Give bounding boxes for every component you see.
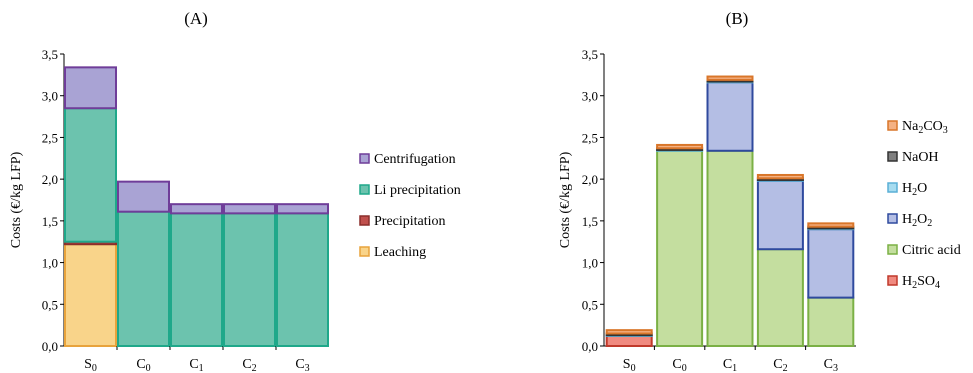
- bar-segment-centrifugation-c1: [170, 203, 223, 215]
- bar-segment-li-precipitation-c0: [117, 210, 170, 347]
- bar-segment-h2o2-c1: [706, 81, 754, 152]
- legend-label: Leaching: [374, 245, 426, 260]
- x-tick-label: C2: [242, 357, 256, 373]
- legend-swatch: [359, 184, 370, 195]
- bar-segment-h2o2-c2: [756, 179, 804, 251]
- bar-segment-na2co3-c2: [756, 173, 804, 180]
- bar-segment-na2co3-c3: [807, 222, 855, 228]
- chart-a: (A) 0,0 0,5 1,0 1,5 2,0 2,5 3,0 3,5 Costs (€/kg L…: [9, 9, 461, 373]
- bar-segment-li-precipitation-c1: [170, 212, 223, 347]
- x-tick-label: C0: [672, 357, 686, 373]
- legend-swatch: [359, 215, 370, 226]
- y-tick-label: 2,5: [42, 130, 58, 145]
- bar-segment-na2co3-s0: [605, 329, 653, 335]
- legend-swatch: [359, 153, 370, 164]
- y-tick-label: 2,5: [582, 130, 598, 145]
- legend-swatch: [887, 244, 898, 255]
- y-tick-label: 1,5: [582, 214, 598, 229]
- legend-label: Citric acid: [902, 243, 961, 258]
- legend-swatch: [887, 151, 898, 162]
- y-axis-label: Costs (€/kg LFP): [9, 151, 24, 248]
- bar-segment-citric-acid-c2: [756, 248, 804, 347]
- y-tick-label: 3,0: [42, 89, 58, 104]
- legend-swatch: [887, 182, 898, 193]
- bar-segment-h2o2-c3: [807, 228, 855, 299]
- bar-segment-na2co3-c0: [656, 143, 704, 150]
- legend-label: NaOH: [902, 150, 939, 165]
- legend-label: H2O: [902, 181, 927, 198]
- bar-segment-citric-acid-c1: [706, 149, 754, 347]
- bar-segment-li-precipitation-c3: [276, 212, 329, 347]
- chart-title: (A): [184, 9, 208, 28]
- y-tick-label: 0,5: [42, 297, 58, 312]
- legend-label: Precipitation: [374, 214, 446, 229]
- x-tick-label: C2: [773, 357, 787, 373]
- y-tick-label: 2,0: [582, 172, 598, 187]
- bar-segment-centrifugation-s0: [64, 66, 117, 110]
- bar-segment-leaching-s0: [64, 243, 117, 348]
- y-axis-label: Costs (€/kg LFP): [558, 151, 573, 248]
- bar-segment-citric-acid-c0: [656, 149, 704, 347]
- legend-label: H2SO4: [902, 274, 940, 291]
- bar-segment-centrifugation-c0: [117, 180, 170, 213]
- y-tick-label: 1,5: [42, 214, 58, 229]
- x-tick-label: C0: [136, 357, 150, 373]
- legend-label: Li precipitation: [374, 183, 461, 198]
- legend-swatch: [887, 213, 898, 224]
- legend-label: Centrifugation: [374, 152, 456, 167]
- x-tick-label: S0: [623, 357, 636, 373]
- x-tick-label: C3: [824, 357, 838, 373]
- y-tick-label: 0,0: [42, 339, 58, 354]
- x-tick-label: C1: [189, 357, 203, 373]
- x-tick-label: C3: [295, 357, 309, 373]
- bar-segment-h2so4-s0: [605, 334, 653, 348]
- y-tick-label: 0,0: [582, 339, 598, 354]
- legend-label: H2O2: [902, 212, 932, 229]
- chart-b: (B) 0,0 0,5 1,0 1,5 2,0 2,5 3,0 3,5 Costs (€/kg L…: [558, 9, 961, 373]
- bar-segment-citric-acid-c3: [807, 296, 855, 347]
- legend-swatch: [359, 246, 370, 257]
- y-tick-label: 1,0: [582, 256, 598, 271]
- chart-title: (B): [726, 9, 749, 28]
- y-tick-label: 3,5: [582, 47, 598, 62]
- x-tick-label: C1: [723, 357, 737, 373]
- legend-swatch: [887, 120, 898, 131]
- y-tick-label: 0,5: [582, 297, 598, 312]
- bar-segment-centrifugation-c3: [276, 203, 329, 215]
- bar-segment-centrifugation-c2: [223, 203, 276, 215]
- x-tick-label: S0: [84, 357, 97, 373]
- bar-segment-na2co3-c1: [706, 75, 754, 81]
- y-tick-label: 2,0: [42, 172, 58, 187]
- legend-swatch: [887, 275, 898, 286]
- bar-segment-li-precipitation-c2: [223, 212, 276, 347]
- y-tick-label: 3,0: [582, 89, 598, 104]
- bar-segment-li-precipitation-s0: [64, 107, 117, 243]
- y-tick-label: 3,5: [42, 47, 58, 62]
- y-tick-label: 1,0: [42, 256, 58, 271]
- legend-label: Na2CO3: [902, 119, 948, 136]
